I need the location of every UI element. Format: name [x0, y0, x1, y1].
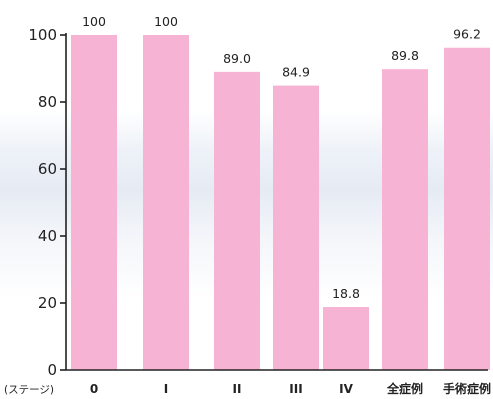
- y-tick-label-4: 80: [38, 93, 57, 111]
- x-ticks-layer: 0 I II III IV 全症例 手術症例: [90, 381, 491, 396]
- y-tick-label-0: 0: [47, 361, 57, 379]
- x-tick-label-3: III: [289, 382, 302, 396]
- x-tick-label-6: 手術症例: [443, 381, 491, 396]
- axes-layer: [65, 33, 488, 371]
- x-tick-label-2: II: [233, 382, 242, 396]
- bar-1: [143, 35, 189, 370]
- bar-5: [382, 69, 428, 371]
- bar-6: [444, 47, 490, 370]
- y-tick-label-2: 40: [38, 227, 57, 245]
- bar-0: [71, 35, 117, 370]
- data-label-1: 100: [154, 14, 178, 29]
- data-label-0: 100: [82, 14, 106, 29]
- data-label-5: 89.8: [391, 48, 419, 63]
- x-tick-label-5: 全症例: [386, 381, 423, 396]
- data-label-6: 96.2: [453, 27, 481, 42]
- y-tick-label-1: 20: [38, 294, 57, 312]
- data-label-4: 18.8: [332, 286, 360, 301]
- x-tick-label-0: 0: [90, 382, 98, 396]
- bar-2: [214, 71, 260, 370]
- x-tick-label-1: I: [164, 382, 168, 396]
- bar-4: [323, 307, 369, 370]
- data-label-3: 84.9: [282, 65, 310, 80]
- data-labels-layer: 100 100 89.0 84.9 18.8 89.8 96.2: [82, 14, 481, 301]
- x-axis-title: (ステージ): [4, 384, 54, 396]
- bar-3: [273, 85, 319, 371]
- bars-layer: [71, 35, 490, 371]
- y-tick-label-5: 100: [28, 26, 57, 44]
- y-tick-label-3: 60: [38, 160, 57, 178]
- data-label-2: 89.0: [223, 51, 251, 66]
- y-ticks-layer: 0 20 40 60 80 100: [28, 26, 66, 379]
- x-tick-label-4: IV: [339, 382, 353, 396]
